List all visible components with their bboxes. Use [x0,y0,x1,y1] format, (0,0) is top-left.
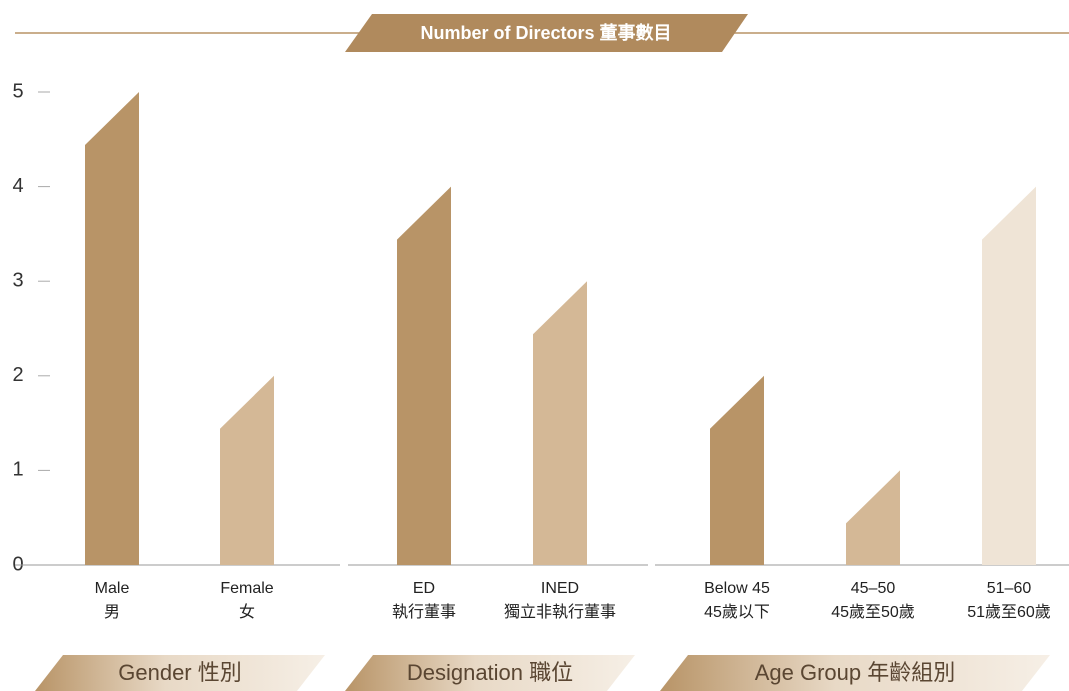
bar [710,375,764,565]
group-label: Designation 職位 [407,660,573,685]
chart-title: Number of Directors 董事數目 [420,22,671,43]
y-tick-label: 0 [12,553,23,575]
x-tick-label: 獨立非執行董事 [504,603,616,621]
x-tick-label: 45歲以下 [704,603,770,621]
x-tick-label: ED [413,580,435,597]
title-band [345,14,748,52]
bar [397,186,451,565]
x-tick-label: INED [541,580,579,597]
y-tick-label: 3 [12,269,23,291]
bar [846,470,900,565]
x-tick-label: Male [95,580,130,597]
y-tick-label: 5 [12,80,23,102]
x-tick-label: 51歲至60歲 [967,603,1051,621]
group-band [35,655,325,691]
bar [982,186,1036,565]
bar [220,375,274,565]
y-tick-label: 2 [12,364,23,386]
x-tick-label: Female [220,580,273,597]
y-tick-label: 1 [12,459,23,481]
x-tick-label: 45歲至50歲 [831,603,915,621]
bar [85,92,139,565]
group-band [345,655,635,691]
y-tick-label: 4 [12,175,23,197]
group-label: Age Group 年齡組別 [755,660,956,685]
x-tick-label: Below 45 [704,580,770,597]
bar [533,281,587,565]
x-tick-label: 男 [104,604,120,621]
x-tick-label: 45–50 [851,580,896,597]
x-tick-label: 女 [239,602,255,621]
group-label: Gender 性別 [118,660,242,685]
group-band [660,655,1050,691]
x-tick-label: 51–60 [987,580,1032,597]
x-tick-label: 執行董事 [392,603,456,621]
